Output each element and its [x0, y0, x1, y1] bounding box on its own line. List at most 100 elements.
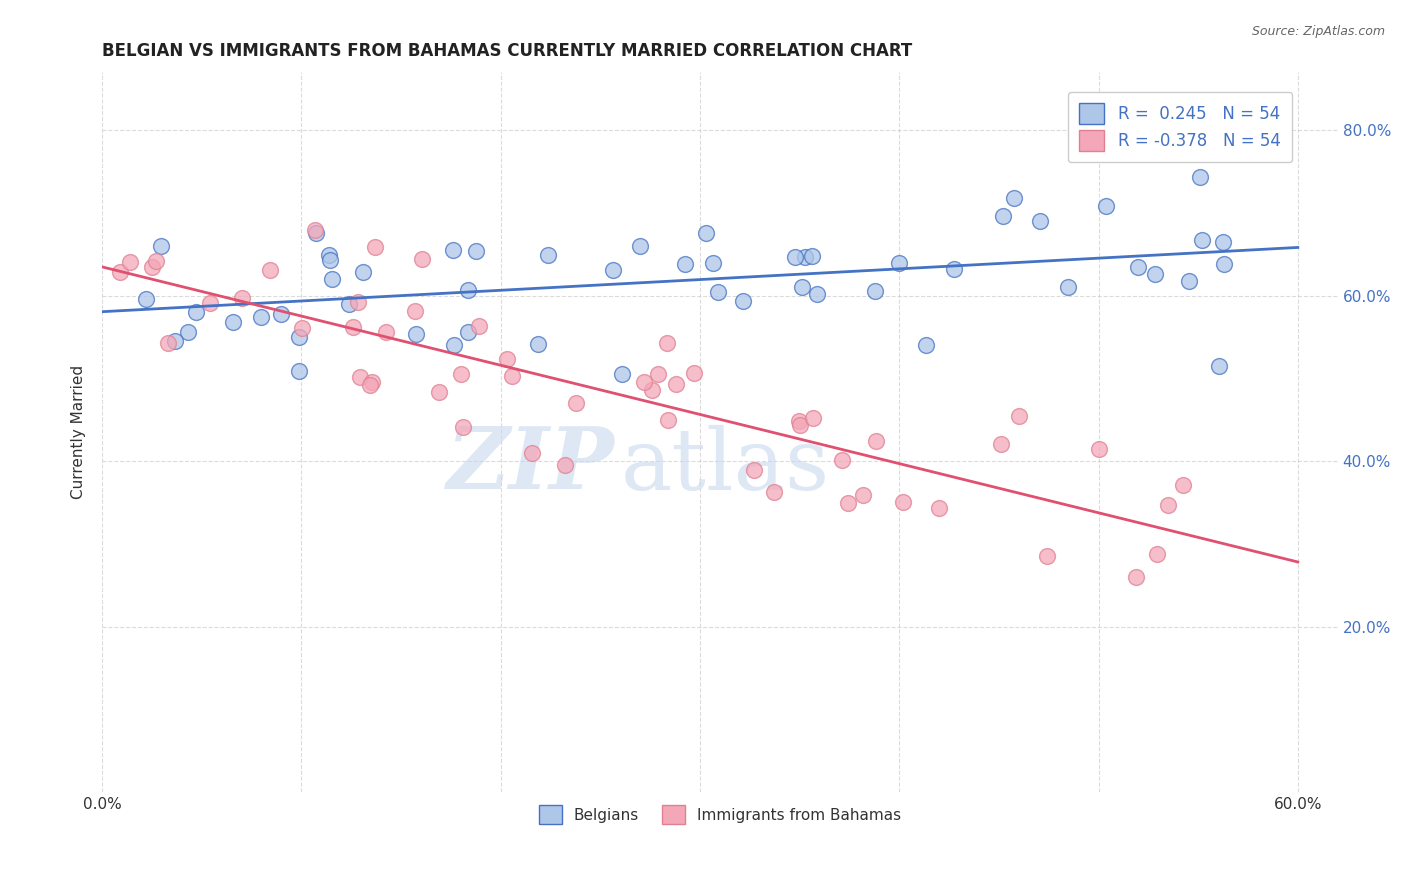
Point: [641, 383, 664, 397]
Point: [405, 326, 427, 341]
Point: [259, 262, 281, 277]
Point: [318, 248, 340, 262]
Y-axis label: Currently Married: Currently Married: [72, 365, 86, 500]
Point: [806, 286, 828, 301]
Point: [1171, 478, 1194, 492]
Point: [610, 368, 633, 382]
Point: [120, 254, 142, 268]
Point: [655, 336, 678, 351]
Point: [411, 252, 433, 267]
Point: [1212, 235, 1234, 250]
Point: [337, 297, 360, 311]
Point: [321, 271, 343, 285]
Point: [863, 284, 886, 298]
Point: [1188, 169, 1211, 184]
Point: [527, 336, 550, 351]
Point: [374, 326, 396, 340]
Text: Source: ZipAtlas.com: Source: ZipAtlas.com: [1251, 25, 1385, 38]
Point: [347, 295, 370, 310]
Point: [450, 367, 472, 381]
Point: [1208, 359, 1230, 373]
Point: [554, 458, 576, 472]
Point: [443, 338, 465, 352]
Point: [361, 375, 384, 389]
Point: [851, 488, 873, 502]
Point: [468, 319, 491, 334]
Point: [150, 238, 173, 252]
Point: [305, 226, 328, 240]
Point: [915, 338, 938, 352]
Point: [177, 325, 200, 339]
Point: [496, 352, 519, 367]
Point: [633, 376, 655, 390]
Point: [1056, 280, 1078, 294]
Point: [134, 292, 156, 306]
Point: [108, 265, 131, 279]
Point: [702, 256, 724, 270]
Point: [342, 320, 364, 334]
Point: [789, 417, 811, 432]
Point: [457, 283, 479, 297]
Point: [359, 377, 381, 392]
Point: [1128, 260, 1150, 274]
Point: [520, 445, 543, 459]
Point: [249, 310, 271, 324]
Point: [231, 291, 253, 305]
Point: [889, 255, 911, 269]
Point: [457, 325, 479, 339]
Point: [1212, 257, 1234, 271]
Point: [536, 248, 558, 262]
Point: [501, 369, 523, 384]
Point: [427, 384, 450, 399]
Point: [942, 261, 965, 276]
Text: BELGIAN VS IMMIGRANTS FROM BAHAMAS CURRENTLY MARRIED CORRELATION CHART: BELGIAN VS IMMIGRANTS FROM BAHAMAS CURRE…: [103, 42, 912, 60]
Point: [673, 257, 696, 271]
Point: [145, 253, 167, 268]
Point: [1156, 498, 1178, 512]
Point: [647, 367, 669, 381]
Point: [664, 377, 686, 392]
Point: [790, 279, 813, 293]
Point: [184, 305, 207, 319]
Point: [695, 226, 717, 240]
Point: [200, 296, 222, 310]
Point: [404, 304, 426, 318]
Point: [1008, 409, 1031, 424]
Point: [1002, 191, 1025, 205]
Point: [222, 315, 245, 329]
Point: [270, 307, 292, 321]
Legend: Belgians, Immigrants from Bahamas: Belgians, Immigrants from Bahamas: [527, 795, 912, 835]
Point: [991, 209, 1014, 223]
Point: [288, 364, 311, 378]
Text: ZIP: ZIP: [447, 423, 614, 507]
Point: [1143, 268, 1166, 282]
Point: [1191, 233, 1213, 247]
Point: [304, 222, 326, 236]
Point: [288, 330, 311, 344]
Point: [763, 484, 786, 499]
Text: atlas: atlas: [621, 425, 830, 508]
Point: [364, 240, 387, 254]
Point: [565, 396, 588, 410]
Point: [349, 369, 371, 384]
Point: [928, 500, 950, 515]
Point: [1146, 547, 1168, 561]
Point: [1036, 549, 1059, 563]
Point: [657, 412, 679, 426]
Point: [451, 420, 474, 434]
Point: [441, 243, 464, 257]
Point: [1125, 569, 1147, 583]
Point: [707, 285, 730, 299]
Point: [801, 411, 824, 425]
Point: [793, 250, 815, 264]
Point: [628, 239, 651, 253]
Point: [465, 244, 488, 259]
Point: [141, 260, 163, 274]
Point: [837, 495, 859, 509]
Point: [683, 366, 706, 380]
Point: [1029, 213, 1052, 227]
Point: [163, 334, 186, 349]
Point: [290, 321, 312, 335]
Point: [891, 495, 914, 509]
Point: [352, 265, 374, 279]
